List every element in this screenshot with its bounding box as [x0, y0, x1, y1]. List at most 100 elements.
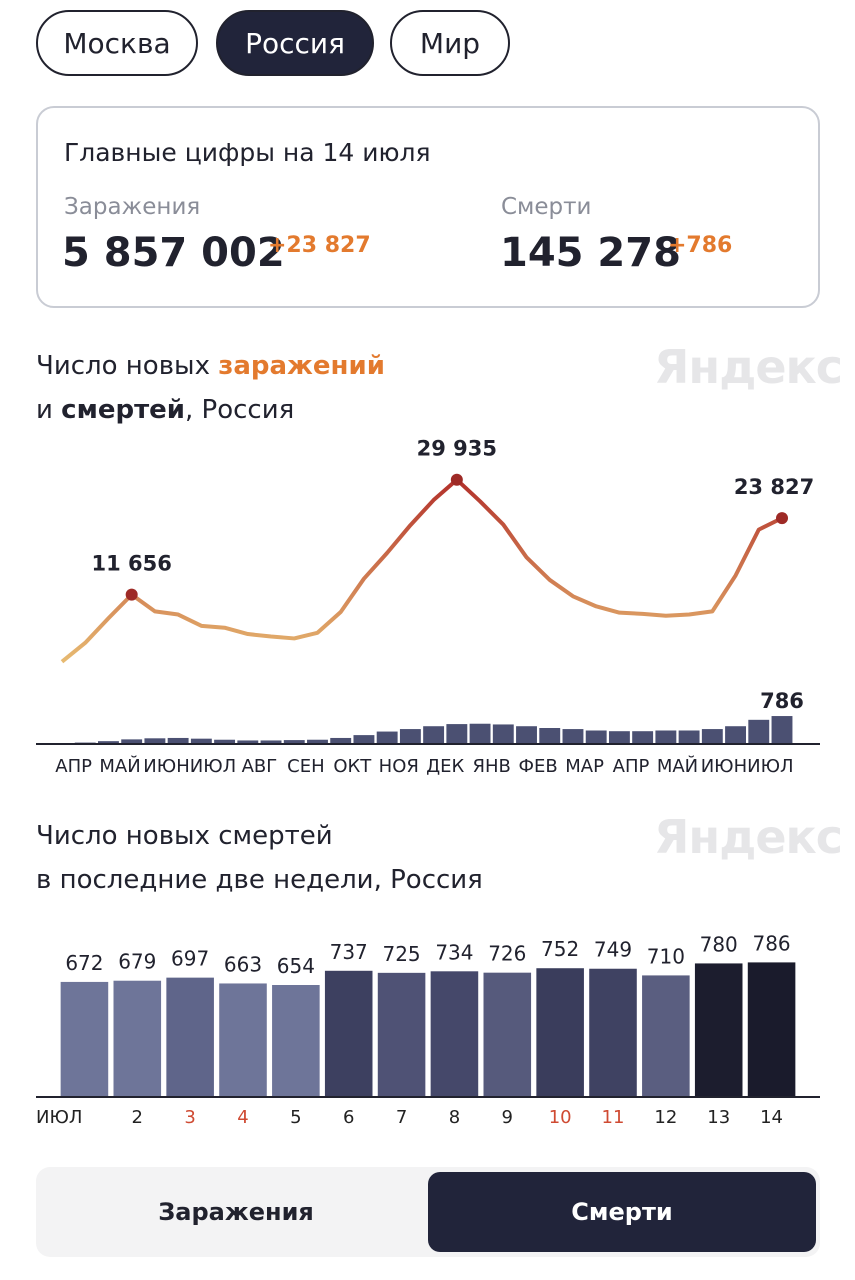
death-bar [608, 731, 630, 744]
data-label: 749 [594, 938, 632, 962]
tab-selected[interactable]: Россия [216, 10, 374, 76]
data-label: 734 [435, 940, 473, 964]
bar [219, 983, 267, 1097]
data-label: 29 935 [417, 437, 497, 461]
x-tick-label: АПР [55, 756, 92, 777]
death-bar [423, 726, 445, 744]
x-tick-label: 2 [132, 1107, 143, 1128]
tab[interactable]: Москва [36, 10, 198, 76]
title-part: Число новых [36, 351, 219, 381]
data-label: 752 [541, 937, 579, 961]
x-tick-label: АПР [613, 756, 650, 777]
death-bar [701, 729, 723, 744]
death-bar [214, 739, 236, 744]
title-part: смертей [61, 395, 186, 425]
x-tick-label: 3 [184, 1107, 195, 1128]
bar [324, 970, 373, 1097]
data-label: 737 [330, 940, 368, 964]
x-tick-label: ЯНВ [472, 756, 510, 777]
x-tick-label: 12 [654, 1107, 677, 1128]
stat-delta: +23 827 [268, 233, 371, 258]
data-label: 11 656 [91, 552, 171, 576]
death-bar [237, 740, 259, 744]
x-tick-label: 9 [502, 1107, 513, 1128]
death-bar [353, 735, 375, 744]
death-bar [190, 738, 212, 744]
death-bar [516, 726, 537, 744]
x-tick-label: МАЙ [99, 755, 140, 777]
chart-title: Число новых смертей в последние две недел… [36, 814, 483, 902]
chart-title: Число новых заражений и смертей, Россия [36, 344, 385, 432]
x-tick-label: ИЮН [701, 756, 747, 777]
toggle-option[interactable]: Смерти [428, 1172, 816, 1252]
x-tick-label: НОЯ [379, 756, 419, 777]
stat-label: Заражения [64, 194, 201, 220]
data-label: 663 [224, 952, 262, 976]
x-tick-label: МАЙ [657, 755, 698, 777]
bar [166, 977, 214, 1097]
summary-card [36, 106, 820, 308]
x-tick-label: 10 [549, 1107, 572, 1128]
death-bar [260, 740, 282, 744]
title-part: заражений [218, 351, 385, 381]
peak-marker [776, 512, 788, 525]
x-tick-label: 4 [237, 1107, 248, 1128]
death-bar [167, 737, 189, 744]
bar [430, 971, 479, 1097]
tab[interactable]: Мир [390, 10, 510, 76]
death-bar [121, 739, 143, 744]
death-bar [748, 719, 770, 744]
stat-delta: +786 [668, 233, 733, 258]
death-bar [562, 729, 584, 744]
x-tick-label: ФЕВ [519, 756, 558, 777]
x-tick-label: 13 [707, 1107, 730, 1128]
data-label: 786 [760, 689, 804, 713]
death-bar [492, 724, 514, 744]
title-part: и [36, 395, 62, 425]
data-label: 654 [277, 954, 315, 978]
x-tick-label: ИЮН [143, 756, 189, 777]
peak-marker [125, 588, 138, 601]
toggle: Заражения Смерти [36, 1167, 820, 1257]
death-bar [771, 716, 793, 744]
death-bar [725, 726, 746, 744]
x-tick-label: ИЮЛ [747, 756, 793, 777]
bar [642, 975, 690, 1097]
x-tick-label: МАР [565, 756, 604, 777]
bar [694, 963, 743, 1097]
death-bar [283, 740, 305, 744]
title-part: , Россия [185, 395, 295, 425]
data-label: 725 [382, 942, 420, 966]
bar [589, 968, 637, 1097]
x-tick-label: 7 [396, 1107, 407, 1128]
x-tick-label: ИЮЛ [190, 756, 236, 777]
data-label: 23 827 [734, 475, 814, 499]
x-tick-label: 5 [290, 1107, 301, 1128]
toggle-option[interactable]: Заражения [158, 1198, 314, 1226]
bar [377, 972, 426, 1097]
death-bar [632, 731, 654, 744]
death-bar [330, 737, 352, 744]
data-label: 786 [752, 931, 790, 955]
x-tick-label: ИЮЛ [36, 1107, 82, 1128]
death-bar [678, 730, 700, 744]
x-tick-label: АВГ [242, 756, 278, 777]
stat-value: 5 857 002 [62, 230, 285, 276]
death-bar [539, 728, 561, 744]
death-bar [98, 741, 119, 744]
watermark: Яндекс [654, 340, 843, 394]
x-tick-label: 14 [760, 1107, 783, 1128]
x-tick-label: ОКТ [333, 756, 372, 777]
bar [747, 962, 796, 1097]
bar [536, 968, 584, 1097]
death-bar [399, 729, 421, 744]
x-tick-label: ДЕК [426, 756, 464, 777]
stat-value: 145 278 [500, 230, 681, 276]
death-bar [144, 738, 166, 744]
data-label: 780 [700, 932, 738, 956]
death-bar [446, 724, 468, 744]
bar [483, 972, 532, 1097]
x-tick-label: 8 [449, 1107, 460, 1128]
